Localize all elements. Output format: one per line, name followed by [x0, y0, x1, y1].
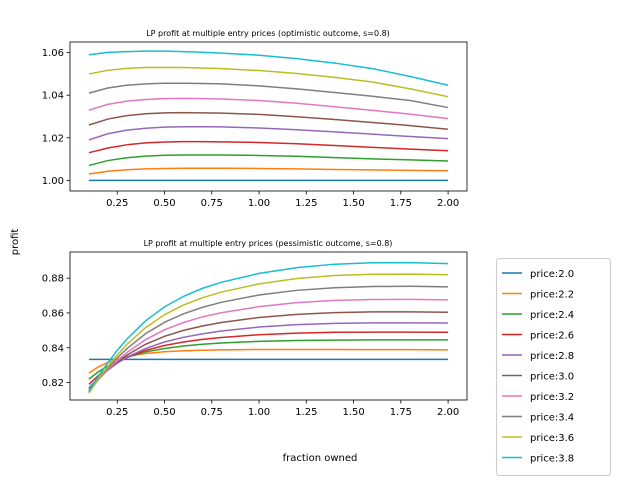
bottom-x-tick-label: 2.00 — [437, 407, 459, 418]
top-y-tick-label: 1.02 — [42, 133, 64, 144]
legend-label: price:3.0 — [530, 372, 574, 383]
bottom-x-tick-label: 1.00 — [248, 407, 270, 418]
x-axis-label: fraction owned — [283, 453, 358, 464]
legend: price:2.0 price:2.2 price:2.4 price:2.6 pric… — [496, 258, 611, 476]
legend-label: price:2.8 — [530, 351, 574, 362]
top-chart-title: LP profit at multiple entry prices (opti… — [146, 29, 390, 38]
top-series-line-10 — [88, 50, 449, 86]
y-axis-label: profit — [10, 229, 21, 256]
top-series-line-7 — [88, 97, 449, 120]
top-x-tick-label: 1.25 — [295, 198, 317, 209]
top-y-tick-label: 1.06 — [42, 48, 64, 59]
legend-label: price:3.8 — [530, 454, 574, 465]
bottom-x-tick-label: 0.50 — [153, 407, 175, 418]
top-x-tick-label: 1.00 — [248, 198, 270, 209]
top-x-tick-label: 0.50 — [153, 198, 175, 209]
legend-label: price:3.2 — [530, 392, 574, 403]
bottom-x-tick-label: 1.25 — [295, 407, 317, 418]
bottom-x-tick-label: 1.75 — [390, 407, 412, 418]
top-series-line-5 — [88, 125, 449, 141]
top-x-tick-label: 1.75 — [390, 198, 412, 209]
legend-label: price:2.2 — [530, 290, 574, 301]
bottom-chart-title: LP profit at multiple entry prices (pess… — [144, 239, 393, 248]
legend-frame — [496, 258, 611, 476]
top-x-tick-label: 1.50 — [342, 198, 364, 209]
top-series-line-6 — [88, 111, 449, 131]
legend-label: price:2.0 — [530, 269, 574, 280]
axes-group: 0.25 0.50 0.75 1.00 1.25 1.50 1.75 2.00 1.00 1.02… — [42, 41, 468, 418]
bottom-y-tick-label: 0.84 — [42, 343, 64, 354]
bottom-y-tick-label: 0.86 — [42, 308, 64, 319]
bottom-x-tick-label: 0.75 — [201, 407, 223, 418]
legend-label: price:2.6 — [530, 331, 574, 342]
top-series-line-9 — [88, 66, 449, 98]
legend-label: price:3.6 — [530, 433, 574, 444]
bottom-chart: 0.25 0.50 0.75 1.00 1.25 1.50 1.75 2.00 0.82 0.84… — [42, 251, 468, 418]
top-series-line-3 — [88, 154, 449, 167]
bottom-y-tick-label: 0.82 — [42, 378, 64, 389]
top-x-tick-label: 0.25 — [106, 198, 128, 209]
bottom-y-tick-label: 0.88 — [42, 274, 64, 285]
top-series-line-2 — [88, 167, 449, 175]
bottom-series-line-7 — [88, 298, 449, 392]
top-plot-frame — [69, 41, 468, 192]
top-series-line-8 — [88, 82, 449, 109]
top-series-line-4 — [88, 140, 449, 154]
bottom-series-line-10 — [88, 261, 449, 392]
top-x-tick-label: 2.00 — [437, 198, 459, 209]
top-chart: 0.25 0.50 0.75 1.00 1.25 1.50 1.75 2.00 1.00 1.02… — [42, 41, 468, 209]
bottom-x-tick-label: 1.50 — [342, 407, 364, 418]
bottom-plot-frame — [69, 251, 468, 401]
top-y-tick-label: 1.00 — [42, 176, 64, 187]
bottom-series-line-8 — [88, 285, 449, 393]
top-y-tick-label: 1.04 — [42, 91, 64, 102]
bottom-series-line-9 — [88, 273, 449, 394]
legend-label: price:2.4 — [530, 310, 574, 321]
top-x-tick-label: 0.75 — [201, 198, 223, 209]
legend-label: price:3.4 — [530, 413, 574, 424]
bottom-x-tick-label: 0.25 — [106, 407, 128, 418]
